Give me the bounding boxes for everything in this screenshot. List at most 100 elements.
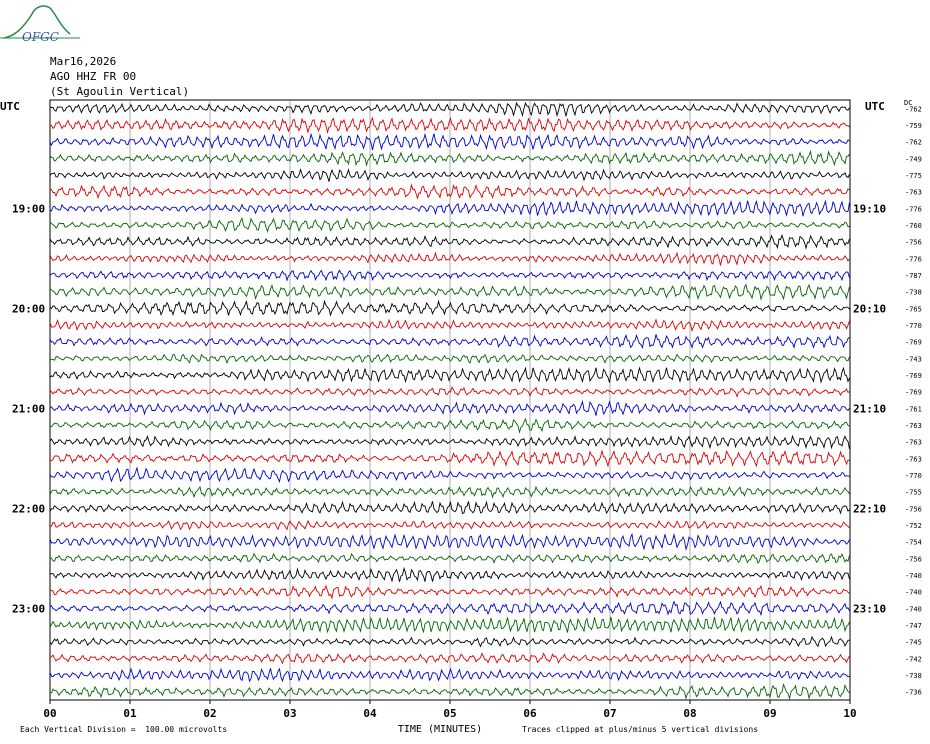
dc-offset-label: -760 bbox=[905, 222, 922, 230]
dc-offset-label: -762 bbox=[905, 105, 922, 113]
seismic-trace bbox=[49, 183, 850, 200]
seismic-trace bbox=[49, 101, 850, 118]
left-time-label: 19:00 bbox=[12, 202, 45, 215]
dc-offset-label: -761 bbox=[905, 405, 922, 413]
seismic-trace bbox=[49, 552, 850, 564]
x-tick-label: 01 bbox=[123, 707, 137, 720]
x-tick-label: 10 bbox=[843, 707, 856, 720]
seismic-trace bbox=[49, 449, 850, 468]
dc-offset-label: -752 bbox=[905, 522, 922, 530]
logo-text: OFGC bbox=[22, 30, 59, 44]
left-utc-label: UTC bbox=[0, 100, 20, 113]
dc-offset-label: -740 bbox=[905, 572, 922, 580]
dc-offset-label: -756 bbox=[905, 239, 922, 247]
seismic-trace bbox=[49, 600, 850, 617]
seismic-trace bbox=[49, 584, 850, 600]
dc-offset-label: -740 bbox=[905, 605, 922, 613]
seismic-trace bbox=[49, 652, 850, 665]
dc-offset-label: -743 bbox=[905, 355, 922, 363]
seismic-trace bbox=[49, 269, 850, 282]
seismic-trace bbox=[49, 532, 850, 551]
seismic-trace bbox=[49, 116, 850, 134]
seismic-trace bbox=[49, 168, 850, 182]
footer-clip-note: Traces clipped at plus/minus 5 vertical … bbox=[522, 725, 759, 734]
dc-offset-label: -745 bbox=[905, 639, 922, 647]
seismic-trace bbox=[49, 399, 850, 416]
dc-header-label: DC bbox=[904, 99, 912, 107]
seismic-trace bbox=[49, 233, 850, 250]
seismic-trace bbox=[49, 217, 850, 233]
right-time-label: 20:10 bbox=[853, 302, 886, 315]
dc-offset-label: -742 bbox=[905, 655, 922, 663]
dc-offset-label: -769 bbox=[905, 339, 922, 347]
seismic-trace bbox=[49, 682, 850, 701]
dc-offset-label: -776 bbox=[905, 255, 922, 263]
dc-offset-label: -754 bbox=[905, 539, 922, 547]
seismic-trace bbox=[49, 485, 850, 499]
dc-offset-label: -769 bbox=[905, 372, 922, 380]
dc-offset-label: -770 bbox=[905, 472, 922, 480]
seismic-trace bbox=[49, 616, 850, 634]
x-tick-label: 03 bbox=[283, 707, 296, 720]
seismic-trace bbox=[49, 149, 850, 167]
seismic-trace bbox=[49, 519, 850, 531]
seismic-trace bbox=[49, 434, 850, 450]
dc-offset-label: -769 bbox=[905, 389, 922, 397]
dc-offset-label: -747 bbox=[905, 622, 922, 630]
dc-offset-label: -787 bbox=[905, 272, 922, 280]
right-time-label: 19:10 bbox=[853, 202, 886, 215]
left-time-label: 21:00 bbox=[12, 402, 45, 415]
x-tick-label: 02 bbox=[203, 707, 216, 720]
seismic-trace bbox=[49, 199, 850, 217]
dc-offset-label: -765 bbox=[905, 305, 922, 313]
seismic-trace bbox=[49, 635, 850, 648]
dc-offset-label: -755 bbox=[905, 489, 922, 497]
dc-offset-label: -759 bbox=[905, 122, 922, 130]
left-time-label: 23:00 bbox=[12, 602, 45, 615]
dc-offset-label: -770 bbox=[905, 322, 922, 330]
x-tick-label: 06 bbox=[523, 707, 537, 720]
x-tick-label: 00 bbox=[43, 707, 56, 720]
dc-offset-label: -749 bbox=[905, 155, 922, 163]
chart-location: (St Agoulin Vertical) bbox=[50, 85, 190, 98]
x-tick-label: 05 bbox=[443, 707, 456, 720]
dc-offset-label: -763 bbox=[905, 455, 922, 463]
x-tick-label: 08 bbox=[683, 707, 696, 720]
right-time-label: 22:10 bbox=[853, 502, 886, 515]
dc-offset-label: -776 bbox=[905, 205, 922, 213]
dc-offset-label: -775 bbox=[905, 172, 922, 180]
left-time-label: 22:00 bbox=[12, 502, 45, 515]
seismic-trace bbox=[49, 283, 850, 301]
seismic-trace bbox=[49, 566, 850, 583]
seismic-trace bbox=[49, 500, 850, 515]
dc-offset-label: -738 bbox=[905, 289, 922, 297]
dc-offset-label: -756 bbox=[905, 505, 922, 513]
dc-offset-label: -763 bbox=[905, 189, 922, 197]
seismic-trace bbox=[49, 466, 850, 484]
seismic-trace bbox=[49, 299, 850, 317]
seismic-trace bbox=[49, 366, 850, 384]
x-tick-label: 09 bbox=[763, 707, 776, 720]
seismic-trace bbox=[49, 667, 850, 683]
dc-offset-label: -763 bbox=[905, 439, 922, 447]
chart-date: Mar16,2026 bbox=[50, 55, 117, 68]
footer-scale-note: Each Vertical Division = 100.00 microvol… bbox=[20, 725, 228, 734]
seismic-trace bbox=[49, 353, 850, 365]
seismic-trace bbox=[49, 251, 850, 266]
dc-offset-label: -756 bbox=[905, 555, 922, 563]
dc-offset-label: -763 bbox=[905, 422, 922, 430]
x-tick-label: 07 bbox=[603, 707, 616, 720]
left-time-label: 20:00 bbox=[12, 302, 45, 315]
seismic-trace bbox=[49, 385, 850, 398]
x-tick-label: 04 bbox=[363, 707, 377, 720]
dc-offset-label: -738 bbox=[905, 672, 922, 680]
logo-mountain-curve bbox=[3, 5, 71, 39]
right-time-label: 23:10 bbox=[853, 602, 886, 615]
ofgc-logo: OFGC bbox=[0, 5, 80, 44]
seismic-trace bbox=[49, 132, 850, 151]
dc-offset-label: -762 bbox=[905, 139, 922, 147]
right-utc-label: UTC bbox=[865, 100, 885, 113]
seismic-trace bbox=[49, 417, 850, 434]
seismic-trace bbox=[49, 333, 850, 350]
